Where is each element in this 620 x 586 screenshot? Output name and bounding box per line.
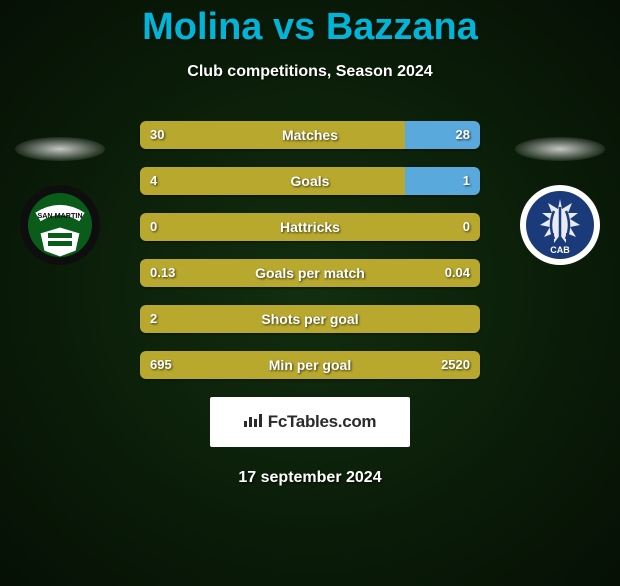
shadow-right [515,137,605,161]
stat-value-right: 0 [463,213,470,241]
stat-label: Hattricks [140,213,480,241]
fctables-label: FcTables.com [268,412,377,432]
svg-text:CAB: CAB [550,245,570,255]
stat-row: 4Goals1 [140,167,480,195]
stat-row: 2Shots per goal [140,305,480,333]
stat-value-right: 28 [456,121,470,149]
stat-label: Min per goal [140,351,480,379]
stat-row: 0Hattricks0 [140,213,480,241]
stat-value-right: 2520 [441,351,470,379]
team-right-badge: CAB [518,183,602,267]
stat-row: 0.13Goals per match0.04 [140,259,480,287]
stat-label: Goals [140,167,480,195]
page-title: Molina vs Bazzana [0,6,620,49]
stat-row: 30Matches28 [140,121,480,149]
date-label: 17 september 2024 [0,469,620,487]
stat-label: Shots per goal [140,305,480,333]
fctables-watermark: FcTables.com [210,397,410,447]
subtitle: Club competitions, Season 2024 [0,63,620,81]
chart-icon [244,413,262,431]
stat-value-right: 0.04 [445,259,470,287]
comparison-panel: SAN MARTIN CAB 30Matches28 4Goals1 0Hattri… [0,121,620,487]
stat-bars: 30Matches28 4Goals1 0Hattricks0 0.13Goals p… [140,121,480,379]
team-left-badge: SAN MARTIN [18,183,102,267]
stat-label: Matches [140,121,480,149]
svg-text:SAN MARTIN: SAN MARTIN [37,211,82,220]
shadow-left [15,137,105,161]
stat-value-right: 1 [463,167,470,195]
stat-row: 695Min per goal2520 [140,351,480,379]
stat-label: Goals per match [140,259,480,287]
